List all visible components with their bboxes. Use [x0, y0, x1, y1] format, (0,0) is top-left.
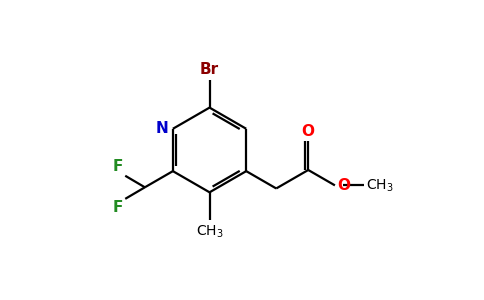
- Text: CH$_3$: CH$_3$: [196, 223, 224, 239]
- Text: F: F: [113, 159, 123, 174]
- Text: F: F: [113, 200, 123, 215]
- Text: Br: Br: [200, 62, 219, 77]
- Text: O: O: [302, 124, 315, 139]
- Text: CH$_3$: CH$_3$: [366, 177, 393, 194]
- Text: O: O: [337, 178, 350, 193]
- Text: N: N: [155, 121, 168, 136]
